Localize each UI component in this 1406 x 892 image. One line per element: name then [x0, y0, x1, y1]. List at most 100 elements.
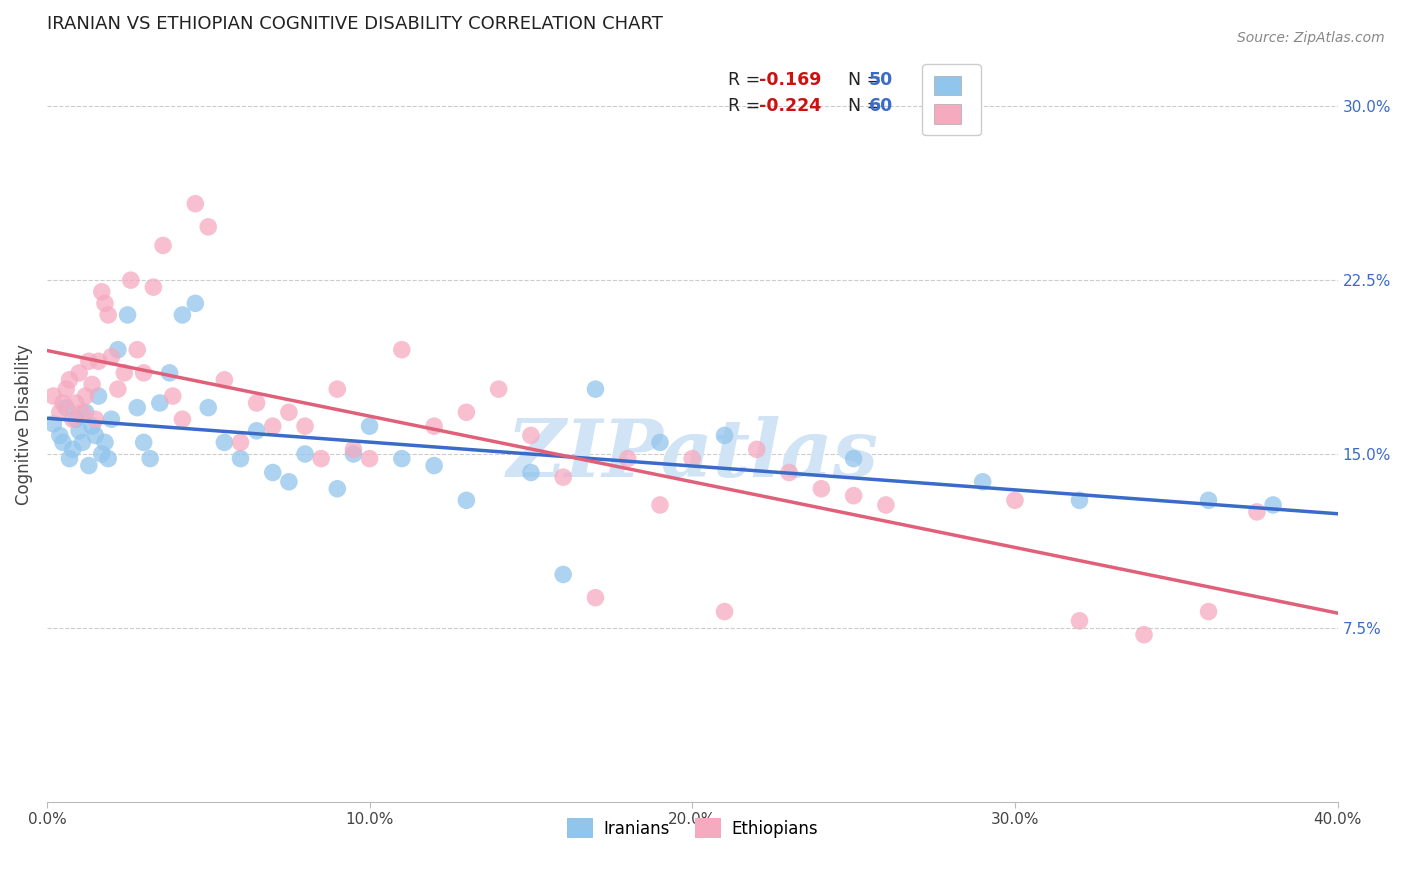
Text: -0.169: -0.169 [759, 71, 821, 89]
Point [681, 451, 703, 466]
Point [423, 419, 446, 434]
Point [87, 389, 110, 403]
Point [326, 482, 349, 496]
Point [262, 466, 284, 480]
Point [456, 493, 478, 508]
Point [152, 238, 174, 252]
Point [391, 343, 413, 357]
Point [229, 451, 252, 466]
Text: IRANIAN VS ETHIOPIAN COGNITIVE DISABILITY CORRELATION CHART: IRANIAN VS ETHIOPIAN COGNITIVE DISABILIT… [46, 15, 662, 33]
Point [159, 366, 181, 380]
Point [1198, 493, 1220, 508]
Point [342, 442, 364, 457]
Text: -0.224: -0.224 [759, 97, 821, 115]
Point [1133, 628, 1156, 642]
Point [246, 424, 269, 438]
Point [520, 428, 543, 442]
Point [197, 219, 219, 234]
Point [713, 428, 735, 442]
Point [67, 366, 90, 380]
Text: N =: N = [837, 71, 887, 89]
Point [713, 605, 735, 619]
Point [810, 482, 832, 496]
Text: 50: 50 [869, 71, 893, 89]
Point [97, 308, 120, 322]
Point [1246, 505, 1268, 519]
Point [162, 389, 184, 403]
Point [72, 435, 94, 450]
Point [1261, 498, 1284, 512]
Point [72, 405, 94, 419]
Point [172, 308, 194, 322]
Point [648, 435, 671, 450]
Point [84, 428, 107, 442]
Point [456, 405, 478, 419]
Point [294, 419, 316, 434]
Point [520, 466, 543, 480]
Point [90, 285, 112, 299]
Point [488, 382, 510, 396]
Point [184, 296, 207, 310]
Point [65, 396, 87, 410]
Point [67, 424, 90, 438]
Point [342, 447, 364, 461]
Point [84, 412, 107, 426]
Text: N =: N = [837, 97, 887, 115]
Legend: Iranians, Ethiopians: Iranians, Ethiopians [558, 810, 827, 846]
Point [77, 354, 100, 368]
Point [359, 419, 381, 434]
Point [55, 401, 77, 415]
Point [112, 366, 135, 380]
Point [142, 280, 165, 294]
Point [132, 366, 155, 380]
Point [1069, 493, 1091, 508]
Point [277, 475, 299, 489]
Text: ZIPatlas: ZIPatlas [506, 417, 879, 494]
Point [90, 447, 112, 461]
Point [80, 377, 103, 392]
Text: 60: 60 [869, 97, 893, 115]
Point [214, 435, 236, 450]
Point [77, 458, 100, 473]
Point [100, 412, 122, 426]
Text: R =: R = [728, 97, 766, 115]
Point [127, 401, 149, 415]
Text: R =: R = [728, 71, 766, 89]
Point [52, 396, 75, 410]
Point [42, 389, 65, 403]
Point [423, 458, 446, 473]
Point [139, 451, 162, 466]
Point [107, 382, 129, 396]
Point [42, 417, 65, 431]
Point [972, 475, 994, 489]
Point [875, 498, 897, 512]
Point [75, 389, 97, 403]
Point [55, 382, 77, 396]
Point [58, 373, 80, 387]
Point [65, 412, 87, 426]
Point [197, 401, 219, 415]
Point [585, 382, 607, 396]
Text: Source: ZipAtlas.com: Source: ZipAtlas.com [1237, 31, 1385, 45]
Y-axis label: Cognitive Disability: Cognitive Disability [15, 344, 32, 506]
Point [1198, 605, 1220, 619]
Point [778, 466, 800, 480]
Point [745, 442, 768, 457]
Point [149, 396, 172, 410]
Point [49, 405, 72, 419]
Point [172, 412, 194, 426]
Point [52, 435, 75, 450]
Point [246, 396, 269, 410]
Point [294, 447, 316, 461]
Point [184, 196, 207, 211]
Point [1069, 614, 1091, 628]
Point [359, 451, 381, 466]
Point [648, 498, 671, 512]
Point [62, 412, 84, 426]
Point [97, 451, 120, 466]
Point [391, 451, 413, 466]
Point [326, 382, 349, 396]
Point [585, 591, 607, 605]
Point [87, 354, 110, 368]
Point [262, 419, 284, 434]
